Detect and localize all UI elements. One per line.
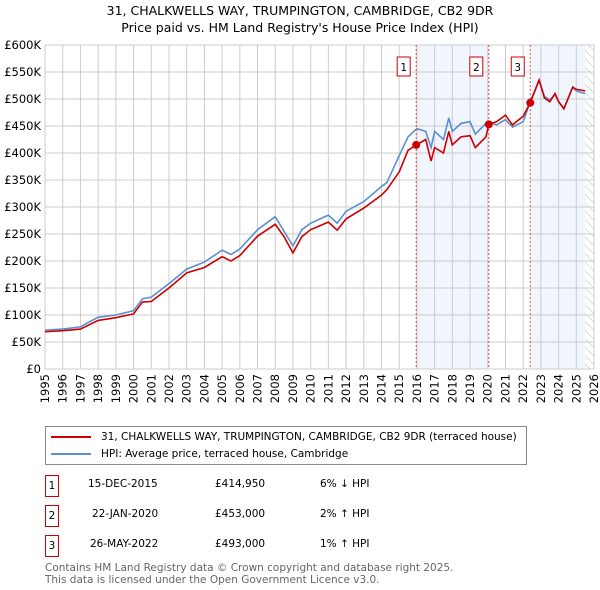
x-tick-label: 2020 [481, 374, 495, 403]
legend-swatch-blue [51, 453, 91, 455]
x-tick-label: 1998 [91, 374, 105, 403]
x-tick-label: 2005 [215, 374, 229, 403]
legend-label: HPI: Average price, terraced house, Camb… [101, 448, 349, 460]
x-tick-label: 2021 [498, 374, 512, 403]
sale-label: 1 [400, 62, 407, 74]
sale-label: 2 [473, 62, 480, 74]
footer-line: This data is licensed under the Open Gov… [45, 574, 380, 586]
y-tick-label: £550K [4, 65, 41, 79]
sale-hpi-diff: 6% ↓ HPI [320, 478, 370, 490]
x-tick-label: 2025 [569, 374, 583, 403]
sale-price: £453,000 [215, 508, 266, 520]
y-tick-label: £350K [4, 173, 41, 187]
sale-point [526, 98, 535, 107]
legend-label: 31, CHALKWELLS WAY, TRUMPINGTON, CAMBRID… [101, 431, 517, 443]
y-tick-label: £250K [4, 227, 41, 241]
x-tick-label: 2012 [339, 374, 353, 403]
x-tick-label: 2014 [374, 374, 388, 403]
sale-label: 3 [514, 62, 521, 74]
sale-date: 26-MAY-2022 [90, 538, 159, 550]
x-tick-label: 2000 [127, 374, 141, 403]
x-tick-label: 2016 [410, 374, 424, 403]
sale-label-box [396, 56, 411, 77]
sale-price: £493,000 [215, 538, 266, 550]
x-tick-label: 2003 [180, 374, 194, 403]
sale-date: 22-JAN-2020 [92, 508, 159, 520]
x-tick-label: 2024 [552, 374, 566, 403]
sale-badge: 2 [45, 505, 59, 527]
y-tick-label: £500K [4, 92, 41, 106]
y-tick-label: £0 [26, 362, 41, 376]
sale-price: £414,950 [215, 478, 266, 490]
x-tick-label: 2017 [428, 374, 442, 403]
x-tick-label: 2022 [516, 374, 530, 403]
x-tick-label: 1999 [109, 374, 123, 403]
x-tick-label: 2007 [251, 374, 265, 403]
x-tick-label: 2019 [463, 374, 477, 403]
sale-row: 2 22-JAN-2020 £453,000 2% ↑ HPI [45, 505, 545, 527]
y-tick-label: £450K [4, 119, 41, 133]
x-tick-label: 2006 [233, 374, 247, 403]
sale-row: 1 15-DEC-2015 £414,950 6% ↓ HPI [45, 475, 545, 497]
x-tick-label: 2001 [144, 374, 158, 403]
legend-item-hpi: HPI: Average price, terraced house, Camb… [51, 446, 348, 462]
sale-point [484, 120, 493, 129]
sale-hpi-diff: 1% ↑ HPI [320, 538, 370, 550]
x-tick-label: 2010 [304, 374, 318, 403]
y-tick-label: £200K [4, 254, 41, 268]
x-tick-label: 2011 [321, 374, 335, 403]
x-tick-label: 2004 [197, 374, 211, 403]
price-paid-line [44, 77, 586, 333]
x-tick-label: 2015 [392, 374, 406, 403]
x-tick-label: 2008 [268, 374, 282, 403]
plot-border [44, 44, 595, 370]
x-tick-label: 1995 [38, 374, 52, 403]
sale-row: 3 26-MAY-2022 £493,000 1% ↑ HPI [45, 535, 545, 557]
y-tick-label: £600K [4, 38, 41, 52]
y-tick-label: £100K [4, 308, 41, 322]
y-tick-label: £400K [4, 146, 41, 160]
sale-date: 15-DEC-2015 [88, 478, 158, 490]
sale-point [412, 140, 421, 149]
hpi-line [44, 77, 586, 331]
footer: Contains HM Land Registry data © Crown c… [45, 562, 453, 586]
x-tick-label: 1996 [56, 374, 70, 403]
footer-line: Contains HM Land Registry data © Crown c… [45, 562, 454, 574]
legend-swatch-red [51, 436, 91, 438]
sale-badge: 1 [45, 475, 59, 497]
x-tick-label: 2013 [357, 374, 371, 403]
chart-subtitle: Price paid vs. HM Land Registry's House … [121, 20, 479, 35]
legend-item-property: 31, CHALKWELLS WAY, TRUMPINGTON, CAMBRID… [51, 429, 517, 445]
sale-label-box [469, 56, 484, 77]
sale-badge: 3 [45, 535, 59, 557]
x-tick-label: 2009 [286, 374, 300, 403]
x-tick-label: 2002 [162, 374, 176, 403]
sale-hpi-diff: 2% ↑ HPI [320, 508, 370, 520]
sale-label-box [510, 56, 525, 77]
x-tick-label: 2023 [534, 374, 548, 403]
y-tick-label: £150K [4, 281, 41, 295]
chart-title: 31, CHALKWELLS WAY, TRUMPINGTON, CAMBRID… [106, 3, 494, 18]
y-tick-label: £50K [12, 335, 42, 349]
x-tick-label: 1997 [73, 374, 87, 403]
x-tick-label: 2018 [445, 374, 459, 403]
y-tick-label: £300K [4, 200, 41, 214]
legend: 31, CHALKWELLS WAY, TRUMPINGTON, CAMBRID… [45, 426, 527, 465]
x-tick-label: 2026 [587, 374, 600, 403]
